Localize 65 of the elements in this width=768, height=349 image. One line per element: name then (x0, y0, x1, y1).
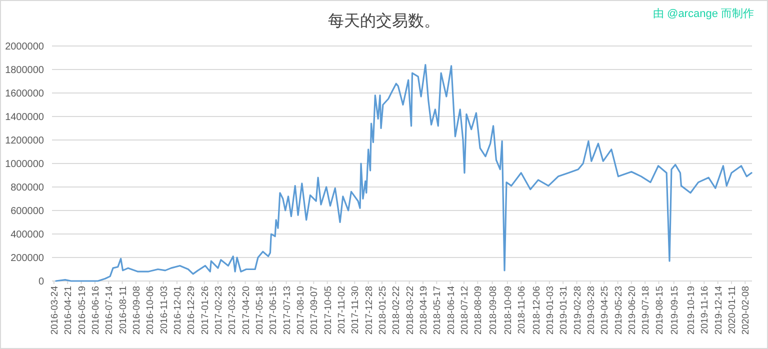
x-tick-label: 2016-09-08 (131, 286, 142, 335)
x-tick-label: 2018-04-19 (418, 286, 430, 335)
x-tick-label: 2018-10-09 (502, 286, 514, 335)
y-tick-label: 800000 (10, 182, 44, 194)
x-tick-label: 2018-09-08 (488, 286, 499, 335)
y-tick-label: 400000 (10, 230, 44, 240)
x-tick-label: 2017-12-28 (364, 286, 375, 335)
x-tick-label: 2017-05-18 (254, 286, 266, 335)
y-tick-label: 2000000 (5, 42, 44, 52)
y-tick-label: 600000 (10, 206, 44, 217)
y-tick-label: 200000 (10, 253, 44, 264)
x-tick-label: 2019-12-14 (713, 286, 724, 335)
x-tick-label: 2017-08-10 (295, 286, 306, 335)
x-tick-label: 2017-06-15 (268, 286, 280, 335)
x-tick-label: 2019-09-15 (669, 286, 680, 335)
x-tick-label: 2017-03-23 (227, 286, 238, 335)
x-tick-label: 2019-01-03 (544, 286, 556, 335)
chart-title: 每天的交易数。 (328, 12, 440, 30)
x-tick-label: 2019-10-19 (686, 286, 697, 335)
y-tick-label: 1000000 (5, 159, 44, 170)
x-tick-label: 2017-07-13 (282, 286, 293, 335)
x-tick-label: 2019-07-18 (640, 286, 652, 335)
x-tick-label: 2018-11-06 (516, 286, 528, 334)
x-tick-label: 2016-04-21 (63, 286, 74, 335)
text: 由 @arcange 而制作 (652, 7, 754, 20)
x-tick-label: 2020-02-08 (740, 286, 752, 335)
x-tick-label: 2016-03-24 (49, 286, 60, 335)
x-tick-label: 2019-03-28 (586, 286, 597, 335)
x-tick-label: 2017-11-30 (350, 286, 362, 334)
x-tick-label: 2017-02-23 (213, 286, 224, 335)
x-tick-label: 2016-08-11 (118, 286, 129, 334)
y-tick-label: 0 (38, 276, 44, 288)
y-tick-label: 1400000 (5, 112, 44, 123)
x-tick-label: 2018-05-17 (432, 286, 444, 335)
x-tick-label: 2016-12-29 (186, 286, 198, 335)
x-tick-label: 2016-05-19 (76, 286, 88, 335)
x-tick-label: 2018-12-06 (531, 286, 542, 335)
x-tick-label: 2018-01-25 (377, 286, 388, 335)
x-tick-label: 2017-11-02 (336, 286, 348, 334)
x-tick-label: 2018-07-12 (459, 286, 470, 335)
x-tick-label: 2016-11-03 (158, 286, 170, 334)
x-tick-label: 2019-06-20 (626, 286, 638, 335)
y-tick-label: 1800000 (5, 65, 44, 76)
line-series (55, 64, 752, 282)
x-tick-label: 2016-06-16 (90, 286, 102, 335)
x-tick-label: 2019-02-28 (572, 286, 584, 335)
x-tick-label: 2019-04-25 (600, 286, 611, 335)
x-tick-label: 2016-12-01 (172, 286, 184, 335)
x-tick-label: 2019-08-15 (654, 286, 666, 335)
x-tick-label: 2019-01-31 (558, 286, 570, 335)
x-tick-label: 2017-01-26 (200, 286, 211, 335)
x-tick-label: 2016-10-06 (145, 286, 156, 335)
x-tick-label: 2020-01-11 (727, 286, 738, 334)
x-tick-label: 2017-04-20 (240, 286, 252, 335)
x-tick-label: 2016-07-14 (104, 286, 116, 335)
x-tick-label: 2018-02-22 (391, 286, 402, 335)
x-tick-label: 2017-10-05 (322, 286, 334, 335)
x-tick-label: 2018-06-14 (446, 286, 457, 335)
x-tick-label: 2017-09-07 (309, 286, 320, 335)
y-tick-label: 1200000 (5, 136, 44, 146)
x-tick-label: 2018-03-22 (404, 286, 416, 335)
y-tick-label: 1600000 (5, 88, 44, 100)
x-tick-label: 2019-11-16 (700, 286, 711, 334)
x-tick-label: 2018-08-09 (473, 286, 484, 335)
x-tick-label: 2019-05-23 (613, 286, 624, 335)
